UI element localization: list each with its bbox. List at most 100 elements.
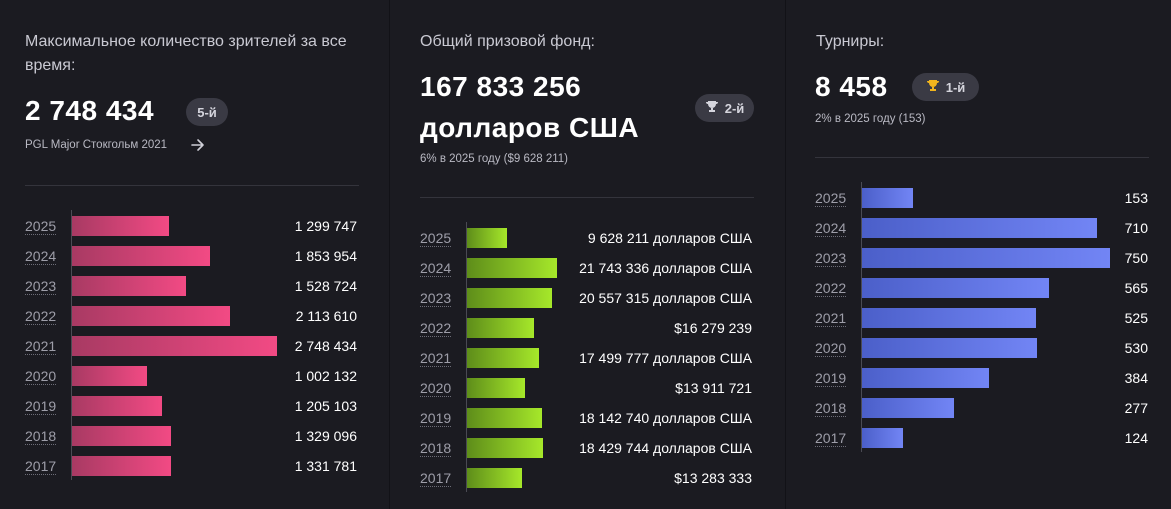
year-label[interactable]: 2021 [815,310,847,327]
year-label[interactable]: 2018 [815,400,847,417]
bar [862,368,989,388]
year-label[interactable]: 2021 [420,350,452,367]
value-label: 277 [1124,400,1148,416]
value-label: 18 429 744 долларов США [579,440,752,456]
bar [467,378,525,398]
year-label[interactable]: 2020 [815,340,847,357]
year-label[interactable]: 2024 [420,260,452,277]
prize-label: Общий призовой фонд: [420,33,595,50]
value-label: 20 557 315 долларов США [579,290,752,306]
viewers-value: 2 748 434 [25,95,155,126]
year-label[interactable]: 2023 [420,290,452,307]
bar [467,348,539,368]
bar [862,308,1036,328]
bar [72,276,186,296]
tournaments-rank-badge: 1-й [912,73,979,101]
year-label[interactable]: 2017 [815,430,847,447]
value-label: 1 331 781 [294,458,357,474]
value-label: 2 748 434 [294,338,357,354]
bar [862,188,913,208]
bar [862,278,1049,298]
prize-rank: 2-й [724,100,745,116]
prize-subnote: 6% в 2025 году ($9 628 211) [420,153,569,165]
tournaments-rank: 1-й [945,79,966,95]
viewers-source-link[interactable]: PGL Major Стокгольм 2021 [25,139,168,151]
value-label: 525 [1124,310,1148,326]
value-label: $13 911 721 [675,380,752,396]
value-label: 384 [1124,370,1148,386]
prize-divider [420,197,754,198]
year-label[interactable]: 2025 [25,218,57,235]
year-label[interactable]: 2020 [420,380,452,397]
bar [467,468,522,488]
bar [72,456,171,476]
bar [72,246,210,266]
value-label: 1 299 747 [294,218,357,234]
year-label[interactable]: 2019 [420,410,452,427]
year-label[interactable]: 2022 [25,308,57,325]
bar [862,248,1110,268]
bar [467,228,507,248]
value-label: 1 528 724 [294,278,357,294]
tournaments-label: Турниры: [816,33,885,50]
bar [72,366,147,386]
year-label[interactable]: 2022 [815,280,847,297]
year-label[interactable]: 2018 [25,428,57,445]
year-label[interactable]: 2019 [815,370,847,387]
tournaments-subnote: 2% в 2025 году (153) [815,113,926,125]
bar [862,398,954,418]
value-label: 750 [1124,250,1148,266]
value-label: 1 329 096 [294,428,357,444]
year-label[interactable]: 2017 [25,458,57,475]
bar [467,288,552,308]
viewers-panel: Максимальное количество зрителей за все … [0,0,389,509]
year-label[interactable]: 2018 [420,440,452,457]
year-label[interactable]: 2017 [420,470,452,487]
year-label[interactable]: 2023 [815,250,847,267]
tournaments-divider [815,157,1149,158]
arrow-right-icon[interactable] [190,137,206,156]
value-label: 530 [1124,340,1148,356]
bar [467,438,543,458]
trophy-icon [926,79,940,96]
year-label[interactable]: 2019 [25,398,57,415]
year-label[interactable]: 2021 [25,338,57,355]
year-label[interactable]: 2025 [420,230,452,247]
bar [467,408,542,428]
year-label[interactable]: 2022 [420,320,452,337]
value-label: 153 [1124,190,1148,206]
bar [862,338,1037,358]
bar [72,336,277,356]
tournaments-axis [861,182,862,452]
year-label[interactable]: 2024 [25,248,57,265]
bar [72,396,162,416]
value-label: 18 142 740 долларов США [579,410,752,426]
prize-value-line1: 167 833 256 [420,71,582,102]
value-label: 2 113 610 [295,308,357,324]
value-label: $13 283 333 [674,470,752,486]
prize-axis [466,222,467,492]
prize-value-line2: долларов США [420,112,640,143]
tournaments-value: 8 458 [815,71,888,102]
value-label: $16 279 239 [674,320,752,336]
bar [862,218,1097,238]
bar [862,428,903,448]
tournaments-panel: Турниры: 8 458 1-й 2% в 2025 году (153) … [786,0,1171,509]
year-label[interactable]: 2020 [25,368,57,385]
value-label: 17 499 777 долларов США [579,350,752,366]
year-label[interactable]: 2024 [815,220,847,237]
year-label[interactable]: 2023 [25,278,57,295]
bar [467,258,557,278]
value-label: 710 [1124,220,1148,236]
value-label: 21 743 336 долларов США [579,260,752,276]
bar [72,306,230,326]
viewers-rank: 5-й [197,104,217,120]
viewers-rank-badge: 5-й [186,98,228,126]
bar [72,216,169,236]
year-label[interactable]: 2025 [815,190,847,207]
value-label: 1 205 103 [294,398,357,414]
value-label: 1 002 132 [294,368,357,384]
prize-panel: Общий призовой фонд: 167 833 256 долларо… [390,0,785,509]
bar [467,318,534,338]
